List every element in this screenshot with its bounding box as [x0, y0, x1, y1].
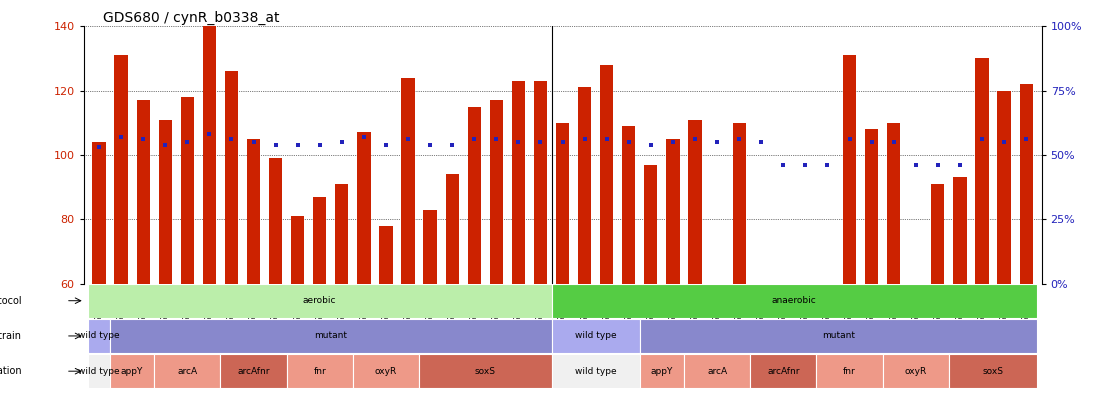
Bar: [556, 123, 569, 284]
Bar: [578, 87, 592, 284]
Bar: [639, 319, 1037, 353]
Bar: [225, 71, 238, 284]
Text: mutant: mutant: [314, 331, 348, 341]
Bar: [446, 174, 459, 284]
Text: wild type: wild type: [575, 331, 616, 341]
Bar: [353, 354, 419, 388]
Bar: [203, 26, 216, 284]
Text: arcAfnr: arcAfnr: [768, 367, 800, 376]
Bar: [949, 354, 1037, 388]
Bar: [600, 65, 614, 283]
Bar: [666, 139, 680, 284]
Bar: [534, 81, 547, 284]
Bar: [137, 100, 149, 284]
Bar: [380, 226, 392, 284]
Text: fnr: fnr: [313, 367, 326, 376]
Bar: [154, 354, 221, 388]
Text: wild type: wild type: [78, 367, 120, 376]
Text: appY: appY: [121, 367, 144, 376]
Bar: [511, 81, 525, 284]
Bar: [115, 55, 128, 284]
Text: aerobic: aerobic: [303, 296, 336, 305]
Bar: [423, 209, 437, 284]
Bar: [419, 354, 551, 388]
Text: appY: appY: [651, 367, 673, 376]
Bar: [776, 284, 790, 405]
Bar: [821, 284, 834, 405]
Bar: [335, 184, 349, 284]
Bar: [817, 354, 882, 388]
Text: anaerobic: anaerobic: [772, 296, 817, 305]
Text: soxS: soxS: [983, 367, 1004, 376]
Bar: [909, 284, 922, 315]
Bar: [358, 132, 371, 284]
Text: wild type: wild type: [575, 367, 616, 376]
Bar: [733, 123, 745, 284]
Bar: [754, 284, 768, 325]
Text: strain: strain: [0, 331, 22, 341]
Bar: [997, 91, 1010, 284]
Bar: [490, 100, 502, 284]
Text: fnr: fnr: [843, 367, 856, 376]
Bar: [623, 126, 635, 284]
Bar: [247, 139, 261, 284]
Text: oxyR: oxyR: [905, 367, 927, 376]
Text: mutant: mutant: [822, 331, 856, 341]
Bar: [551, 319, 639, 353]
Bar: [88, 354, 110, 388]
Bar: [158, 119, 172, 284]
Bar: [684, 354, 750, 388]
Bar: [954, 177, 967, 284]
Bar: [688, 119, 702, 284]
Text: oxyR: oxyR: [374, 367, 397, 376]
Bar: [180, 97, 194, 284]
Bar: [843, 55, 857, 284]
Text: arcA: arcA: [707, 367, 727, 376]
Bar: [92, 142, 106, 284]
Bar: [551, 284, 1037, 318]
Bar: [291, 216, 304, 284]
Bar: [551, 354, 639, 388]
Bar: [644, 164, 657, 284]
Bar: [88, 284, 551, 318]
Bar: [313, 197, 326, 284]
Bar: [221, 354, 286, 388]
Text: GDS680 / cynR_b0338_at: GDS680 / cynR_b0338_at: [102, 11, 280, 25]
Bar: [286, 354, 353, 388]
Text: genotype/variation: genotype/variation: [0, 366, 22, 376]
Text: soxS: soxS: [475, 367, 496, 376]
Bar: [864, 129, 878, 284]
Bar: [468, 107, 481, 284]
Text: growth protocol: growth protocol: [0, 296, 22, 306]
Bar: [882, 354, 949, 388]
Bar: [931, 184, 945, 284]
Bar: [750, 354, 817, 388]
Bar: [976, 58, 988, 284]
Bar: [88, 319, 110, 353]
Bar: [110, 354, 154, 388]
Text: arcAfnr: arcAfnr: [237, 367, 270, 376]
Text: arcA: arcA: [177, 367, 197, 376]
Bar: [639, 354, 684, 388]
Bar: [711, 284, 724, 325]
Bar: [110, 319, 551, 353]
Text: wild type: wild type: [78, 331, 120, 341]
Bar: [268, 158, 282, 284]
Bar: [887, 123, 900, 284]
Bar: [799, 284, 812, 405]
Bar: [401, 78, 414, 284]
Bar: [1019, 84, 1033, 284]
